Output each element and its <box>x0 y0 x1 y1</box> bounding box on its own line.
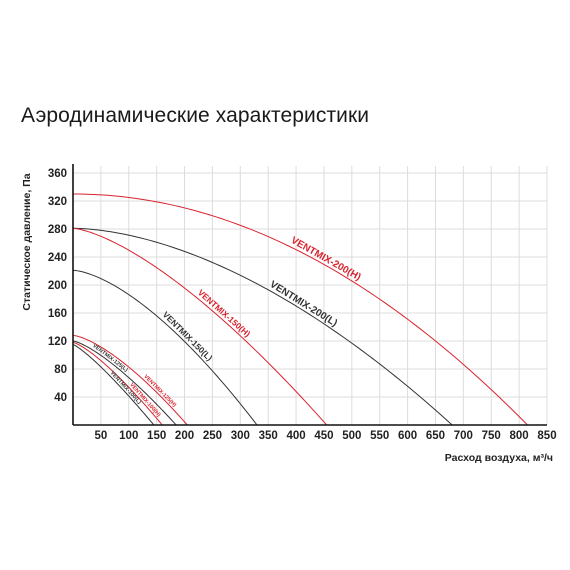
y-tick-label: 240 <box>48 252 67 264</box>
x-tick-label: 250 <box>203 430 222 442</box>
x-tick-label: 700 <box>454 430 473 442</box>
series-line <box>72 227 453 426</box>
x-tick-label: 400 <box>286 430 305 442</box>
y-tick-label: 80 <box>54 364 67 376</box>
x-tick-label: 350 <box>259 430 278 442</box>
x-tick-label: 800 <box>510 430 529 442</box>
y-axis-label: Статическое давление, Па <box>21 173 33 310</box>
series-line <box>72 341 163 426</box>
x-tick-label: 300 <box>231 430 250 442</box>
series-line <box>72 269 258 426</box>
x-tick-label: 100 <box>119 430 138 442</box>
series-line <box>72 227 328 426</box>
series-line <box>72 344 155 426</box>
series-line <box>72 334 188 426</box>
y-tick-label: 120 <box>48 336 67 348</box>
series-labels: VENTMIX-200(H)VENTMIX-200(L)VENTMIX-150(… <box>91 235 362 418</box>
chart-title: Аэродинамические характеристики <box>21 104 370 127</box>
y-tick-label: 320 <box>48 196 67 208</box>
x-tick-label: 850 <box>537 430 556 442</box>
x-tick-label: 750 <box>482 430 501 442</box>
tick-labels: 50 100 150 200 250 300 350 400 450 500 550 600 650 70… <box>48 168 557 442</box>
series-line <box>72 340 177 426</box>
x-tick-label: 450 <box>314 430 333 442</box>
grid <box>73 166 548 425</box>
x-tick-label: 550 <box>370 430 389 442</box>
x-tick-label: 50 <box>94 430 107 442</box>
x-axis-label: Расход воздуха, м³/ч <box>445 452 553 464</box>
curves <box>72 193 528 426</box>
y-tick-label: 200 <box>48 280 67 292</box>
series-label: VENTMIX-150(L) <box>161 309 215 362</box>
y-tick-label: 40 <box>54 392 67 404</box>
x-tick-label: 150 <box>147 430 166 442</box>
axes <box>72 164 547 426</box>
x-tick-label: 600 <box>398 430 417 442</box>
y-tick-label: 160 <box>48 308 67 320</box>
series-label: VENTMIX-200(L) <box>268 279 339 329</box>
x-tick-label: 200 <box>175 430 194 442</box>
y-tick-label: 280 <box>48 224 67 236</box>
series-line <box>72 193 528 426</box>
x-tick-label: 500 <box>342 430 361 442</box>
x-tick-label: 650 <box>426 430 445 442</box>
y-tick-label: 360 <box>48 168 67 180</box>
